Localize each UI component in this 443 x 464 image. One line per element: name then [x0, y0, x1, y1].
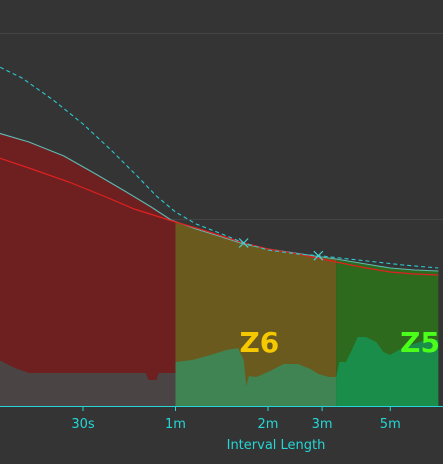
marker-0: [238, 238, 249, 248]
x-tick-label-0: 30s: [71, 417, 95, 432]
lower-profile: [0, 337, 439, 406]
lower-profile-area-0: [0, 360, 176, 406]
x-axis-ticks: 30s 1m 2m 3m 5m: [71, 406, 401, 432]
series-line-envelope: [0, 132, 439, 272]
zone-labels: Z6 Z5: [240, 326, 440, 359]
series-lines: [0, 66, 439, 276]
x-axis-title: Interval Length: [227, 438, 326, 453]
marker-0-stroke-b: [238, 238, 249, 248]
lower-profile-area-1: [175, 348, 337, 406]
x-tick-label-2: 2m: [258, 417, 279, 432]
x-tick-label-3: 3m: [312, 417, 333, 432]
markers: [238, 238, 324, 261]
zone-label-1: Z6: [240, 326, 280, 359]
series-line-model: [0, 66, 439, 269]
x-tick-label-4: 5m: [380, 417, 401, 432]
series-line-curve: [0, 157, 439, 276]
x-tick-label-1: 1m: [165, 417, 186, 432]
lower-profile-area-2: [336, 337, 439, 406]
zone-label-2: Z5: [400, 326, 440, 359]
marker-1: [313, 250, 324, 261]
marker-1-stroke-b: [313, 250, 324, 261]
